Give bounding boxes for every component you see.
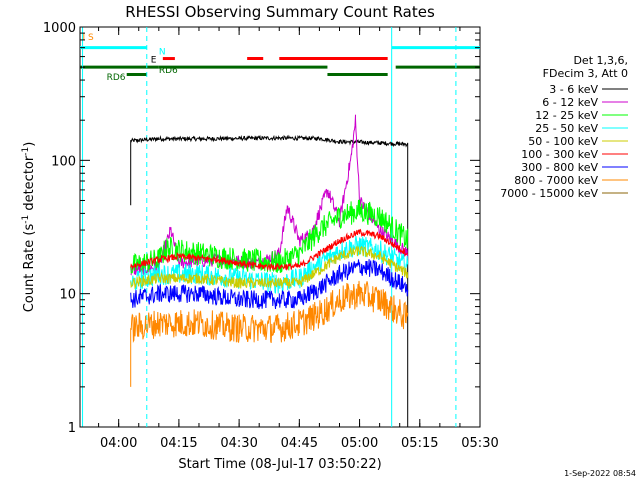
x-tick-label: 04:15: [160, 436, 197, 451]
series-line: [130, 280, 409, 387]
plot-frame: [79, 26, 481, 428]
y-label-superscript: -1: [21, 215, 31, 224]
y-label-superscript: -1: [21, 147, 31, 156]
y-tick-label: 1000: [43, 21, 76, 36]
flag-label: N: [159, 48, 166, 58]
x-axis-label: Start Time (08-Jul-17 03:50:22): [178, 457, 381, 472]
y-tick-label: 10: [59, 288, 76, 303]
legend-label: 25 - 50 keV: [535, 122, 598, 135]
y-tick-label: 1: [68, 421, 76, 436]
legend-label: 6 - 12 keV: [542, 96, 598, 109]
series-line: [130, 228, 409, 272]
x-tick-label: 05:15: [401, 436, 438, 451]
series-line: [130, 245, 409, 290]
x-tick-label: 05:00: [341, 436, 378, 451]
y-axis-label: Count Rate (s-1 detector-1): [21, 142, 37, 313]
chart-title: RHESSI Observing Summary Count Rates: [125, 3, 435, 21]
legend-label: 7000 - 15000 keV: [500, 187, 598, 200]
legend-label: 300 - 800 keV: [521, 161, 598, 174]
legend-label: 12 - 25 keV: [535, 109, 598, 122]
legend-header: FDecim 3, Att 0: [543, 67, 628, 80]
x-tick-label: 04:00: [100, 436, 137, 451]
series-line: [130, 134, 409, 427]
legend-label: 800 - 7000 keV: [514, 174, 598, 187]
flag-label: RD6: [107, 73, 126, 83]
y-label-part: detector: [22, 155, 37, 215]
flag-label: E: [151, 56, 157, 66]
x-axis-ticks: 04:00 04:15 04:30 04:45 05:00 05:15 05:30: [98, 27, 499, 451]
x-tick-label: 05:30: [461, 436, 498, 451]
y-axis-ticks: 1 10 100 1000: [43, 21, 480, 436]
y-tick-label: 100: [51, 154, 76, 169]
legend-label: 50 - 100 keV: [528, 135, 598, 148]
flag-label: RD6: [159, 66, 178, 76]
x-tick-label: 04:30: [220, 436, 257, 451]
legend-label: 3 - 6 keV: [549, 83, 598, 96]
series-line: [130, 236, 409, 294]
y-label-part: Count Rate (s: [22, 224, 37, 313]
flag-label: I S: [83, 33, 95, 43]
timestamp: 1-Sep-2022 08:54: [564, 469, 636, 478]
legend-label: 100 - 300 keV: [521, 148, 598, 161]
series-line: [130, 259, 409, 310]
y-label-part: ): [22, 142, 37, 147]
x-tick-label: 04:45: [281, 436, 318, 451]
plot-area: [79, 26, 481, 428]
series-lines: [130, 114, 409, 427]
legend-header: Det 1,3,6,: [573, 54, 628, 67]
